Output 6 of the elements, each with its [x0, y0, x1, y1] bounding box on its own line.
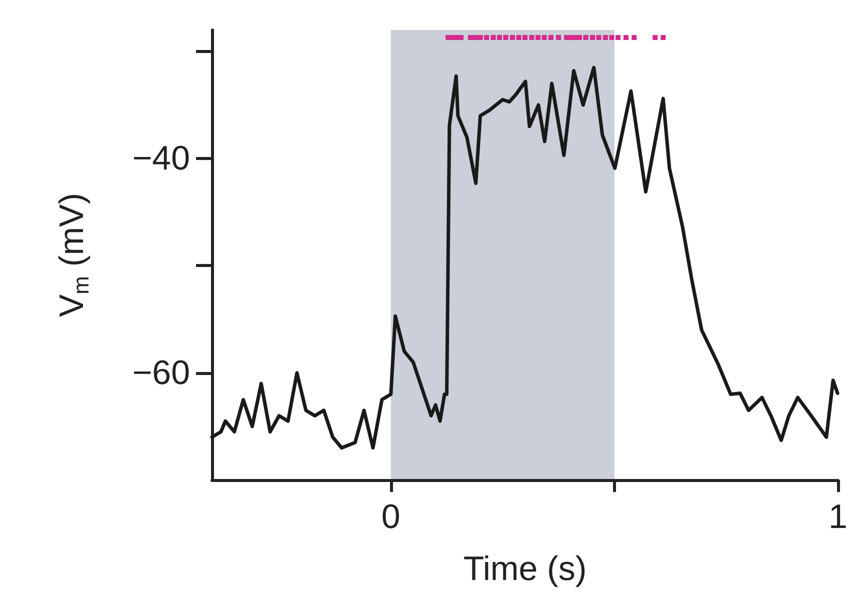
- x-tick-label: 1: [828, 498, 848, 536]
- y-tick-label: −40: [132, 140, 190, 178]
- x-axis-title: Time (s): [463, 550, 587, 588]
- x-tick-label: 0: [381, 498, 400, 536]
- y-tick-label: −60: [132, 354, 190, 392]
- y-axis-title: Vm (mV): [53, 192, 94, 318]
